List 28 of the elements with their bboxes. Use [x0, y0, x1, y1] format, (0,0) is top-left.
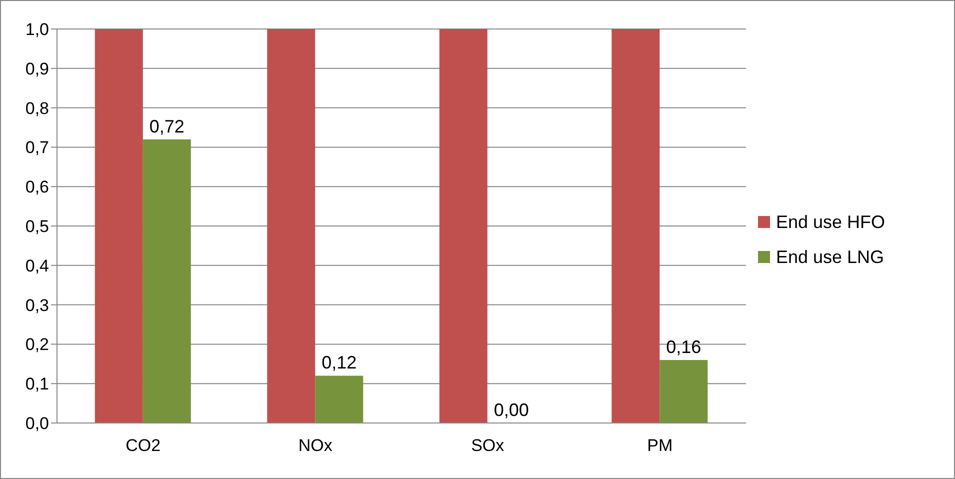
y-tick-label: 0,9	[25, 59, 49, 78]
bar	[142, 139, 191, 423]
bar	[267, 29, 316, 423]
y-tick-label: 0,6	[25, 178, 49, 197]
y-tick-label: 0,0	[25, 414, 49, 434]
y-tick-label: 0,3	[25, 296, 49, 315]
bar	[94, 29, 143, 423]
y-tick-label: 0,2	[25, 335, 49, 354]
data-label: 0,12	[322, 352, 357, 373]
data-label: 0,00	[494, 400, 529, 420]
y-tick-label: 1,0	[25, 20, 49, 40]
bar	[612, 29, 660, 423]
data-label: 0,72	[149, 116, 184, 136]
data-label: 0,16	[666, 336, 702, 357]
x-tick-label: PM	[647, 436, 673, 456]
y-tick-label: 0,5	[25, 217, 49, 236]
y-tick-label: 0,7	[25, 138, 49, 158]
legend-label: End use HFO	[776, 212, 886, 232]
x-tick-label: NOx	[298, 436, 333, 456]
x-tick-label: SOx	[471, 436, 505, 456]
bar	[315, 376, 364, 423]
y-tick-label: 0,4	[25, 256, 49, 276]
y-tick-label: 0,8	[25, 98, 49, 118]
bar	[439, 29, 488, 423]
y-tick-label: 0,1	[25, 374, 49, 394]
bar	[660, 360, 708, 423]
x-tick-label: CO2	[126, 436, 161, 456]
legend-label: End use LNG	[776, 246, 884, 268]
